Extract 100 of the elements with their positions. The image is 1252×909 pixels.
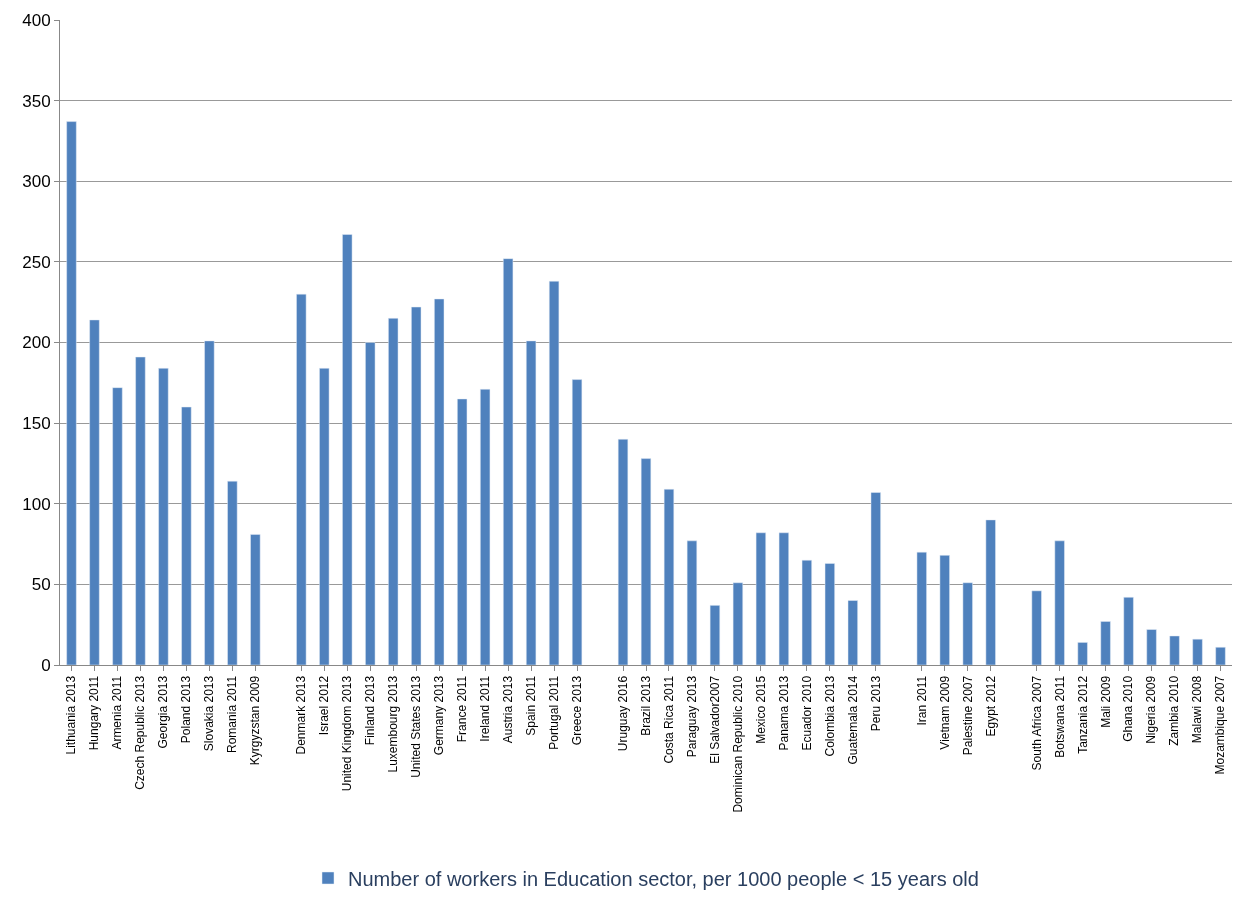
bar: [1146, 629, 1157, 665]
x-tick-label: Slovakia 2013: [202, 675, 217, 752]
y-tick-label: 250: [22, 252, 51, 272]
bar: [571, 379, 583, 665]
x-tick-label: Panama 2013: [776, 675, 791, 751]
y-tick-label: 50: [31, 575, 51, 595]
bar: [204, 340, 215, 665]
x-tick-label: Palestine 2007: [960, 675, 975, 756]
x-tick-label: Czech Republic 2013: [133, 675, 148, 790]
y-tick-label: 0: [41, 655, 51, 675]
bar: [732, 582, 743, 665]
x-tick-label: Germany 2013: [432, 675, 447, 756]
bar: [503, 258, 514, 665]
bar: [66, 121, 77, 665]
x-tick-label: Poland 2013: [179, 675, 194, 744]
x-tick-label: Tanzania 2012: [1075, 675, 1090, 754]
bar: [227, 480, 238, 665]
x-tick-label: Finland 2013: [363, 675, 378, 746]
x-tick-label: El Salvador2007: [707, 675, 722, 764]
x-tick-label: France 2011: [455, 675, 470, 743]
bar: [939, 555, 950, 665]
bar: [847, 600, 858, 665]
x-tick-label: Mexico 2015: [753, 675, 768, 744]
x-tick-label: Greece 2013: [569, 675, 584, 746]
bar: [365, 342, 376, 665]
x-tick-label: Vietnam 2009: [937, 675, 952, 750]
x-tick-label: Peru 2013: [868, 675, 883, 732]
x-tick-label: Mali 2009: [1098, 675, 1113, 728]
bar: [480, 389, 491, 665]
bar: [686, 540, 698, 665]
bar: [1077, 642, 1088, 665]
x-tick-label: Armenia 2011: [110, 675, 125, 750]
x-tick-label: Iran 2011: [914, 675, 929, 726]
bar: [985, 519, 996, 665]
x-tick-label: United States 2013: [409, 675, 424, 778]
x-tick-label: Uruguay 2016: [615, 675, 630, 752]
y-tick-label: 300: [22, 172, 51, 192]
bar: [342, 234, 353, 665]
x-tick-label: Brazil 2013: [638, 675, 653, 736]
bar: [549, 280, 560, 665]
x-tick-label: Israel 2012: [317, 675, 332, 736]
bar: [434, 298, 445, 665]
x-tick-label: Romania 2011: [225, 675, 240, 753]
bar: [181, 406, 192, 665]
x-tick-label: Austria 2013: [501, 675, 516, 744]
bar: [617, 439, 629, 665]
bar: [319, 368, 330, 665]
y-tick-label: 200: [22, 333, 51, 353]
bar: [296, 293, 307, 665]
bar: [457, 398, 468, 665]
bar: [388, 318, 399, 665]
x-tick-label: Spain 2011: [524, 675, 538, 736]
bar: [1100, 621, 1111, 665]
bar: [411, 306, 422, 665]
x-tick-label: Costa Rica 2011: [661, 675, 676, 764]
x-tick-label: Guatemala 2014: [845, 675, 860, 765]
bar: [112, 387, 123, 665]
x-tick-label: South Africa 2007: [1029, 675, 1044, 771]
x-tick-label: Ghana 2010: [1121, 675, 1136, 742]
bar: [870, 492, 881, 665]
x-tick-label: Egypt 2012: [983, 675, 998, 737]
x-tick-label: Botswana 2011: [1052, 675, 1067, 758]
y-tick-label: 350: [22, 91, 51, 111]
bar: [1215, 647, 1226, 665]
x-tick-label: Portugal 2011: [546, 675, 561, 750]
bar: [663, 488, 675, 665]
bar: [778, 532, 789, 665]
bar: [1054, 540, 1065, 665]
x-tick-label: Georgia 2013: [156, 675, 171, 749]
bar: [824, 563, 835, 665]
bar: [89, 319, 100, 665]
bar: [640, 458, 652, 665]
bar: [135, 356, 146, 665]
bar: [1192, 638, 1203, 665]
bar: [755, 532, 766, 665]
x-tick-label: Colombia 2013: [822, 675, 837, 757]
x-tick-label: Kyrgyzstan 2009: [248, 675, 263, 766]
x-tick-label: Nigeria 2009: [1144, 675, 1159, 744]
x-tick-label: United Kingdom 2013: [340, 675, 355, 792]
bar: [962, 582, 973, 665]
y-tick-label: 150: [22, 414, 51, 434]
y-tick-label: 400: [22, 10, 51, 30]
bar: [709, 605, 721, 665]
x-tick-label: Luxembourg 2013: [386, 675, 401, 773]
bar: [1169, 635, 1180, 665]
bar: [526, 340, 537, 665]
bar: [1031, 590, 1042, 665]
x-tick-label: Lithuania 2013: [64, 675, 79, 755]
bar: [1123, 597, 1134, 665]
bar: [158, 368, 169, 665]
x-tick-label: Ecuador 2010: [799, 675, 814, 751]
legend-label: Number of workers in Education sector, per 1000 people < 15 years old: [348, 867, 979, 890]
x-tick-label: Zambia 2010: [1167, 675, 1182, 746]
x-tick-label: Paraguay 2013: [684, 675, 699, 758]
x-tick-label: Denmark 2013: [294, 675, 309, 755]
x-tick-label: Ireland 2011: [478, 675, 493, 742]
x-tick-label: Malawi 2008: [1190, 675, 1205, 744]
x-tick-label: Dominican Republic 2010: [730, 675, 745, 813]
bar: [916, 551, 927, 665]
bar: [801, 559, 812, 665]
